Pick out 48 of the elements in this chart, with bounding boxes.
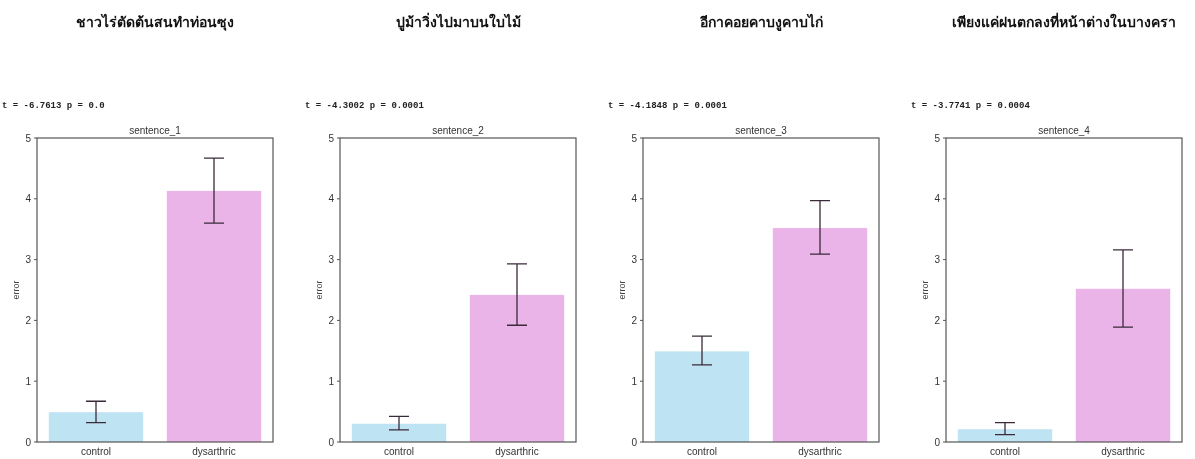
x-tick-label: control [80, 446, 112, 457]
y-tick-label: 0 [328, 436, 335, 448]
text: t = -4.1848 p = 0.0001 [608, 101, 728, 111]
chart-subtitle: sentence_2 [432, 125, 485, 136]
y-tick-label: 5 [25, 132, 32, 144]
y-tick-label: 3 [328, 254, 335, 266]
y-tick-label: 4 [328, 193, 335, 205]
y-tick-label: 0 [25, 436, 32, 448]
text: t = -6.7613 p = 0.0 [2, 101, 105, 111]
x-tick-label: dysarthric [798, 446, 842, 457]
y-tick-label: 2 [934, 314, 941, 326]
x-tick-label: control [989, 446, 1021, 457]
y-tick-label: 4 [934, 193, 941, 205]
y-tick-label: 2 [631, 314, 638, 326]
chart-subtitle: sentence_3 [735, 125, 788, 136]
y-tick-label: 0 [934, 436, 941, 448]
text: t = -4.3002 p = 0.0001 [305, 101, 425, 111]
y-tick-label: 1 [25, 375, 32, 387]
x-tick-label: control [686, 446, 718, 457]
y-tick-label: 3 [934, 254, 941, 266]
y-axis-title: error [11, 280, 21, 300]
y-axis-title: error [617, 280, 627, 300]
y-tick-label: 4 [25, 193, 32, 205]
y-axis-title: error [920, 280, 930, 300]
x-tick-label: dysarthric [192, 446, 236, 457]
x-tick-label: dysarthric [495, 446, 539, 457]
chart-title: ชาวไร่ตัดต้นสนทำท่อนซุง [76, 13, 234, 31]
y-tick-label: 2 [328, 314, 335, 326]
y-tick-label: 3 [631, 254, 638, 266]
y-tick-label: 1 [328, 375, 335, 387]
y-tick-label: 1 [631, 375, 638, 387]
chart-subtitle: sentence_4 [1038, 125, 1091, 136]
y-tick-label: 5 [934, 132, 941, 144]
x-tick-label: dysarthric [1101, 446, 1145, 457]
x-tick-label: control [383, 446, 415, 457]
y-tick-label: 5 [328, 132, 335, 144]
chart-title: เพียงแค่ฝนตกลงที่หน้าต่างในบางครา [952, 12, 1176, 30]
chart-title: ปูม้าวิ่งไปมาบนใบไม้ [395, 12, 521, 31]
y-tick-label: 4 [631, 193, 638, 205]
y-tick-label: 5 [631, 132, 638, 144]
y-tick-label: 2 [25, 314, 32, 326]
text: t = -3.7741 p = 0.0004 [911, 101, 1031, 111]
chart-title: อีกาคอยคาบงูคาบไก่ [698, 13, 823, 31]
chart-subtitle: sentence_1 [129, 125, 182, 136]
y-tick-label: 1 [934, 375, 941, 387]
y-tick-label: 0 [631, 436, 638, 448]
y-axis-title: error [314, 280, 324, 300]
y-tick-label: 3 [25, 254, 32, 266]
